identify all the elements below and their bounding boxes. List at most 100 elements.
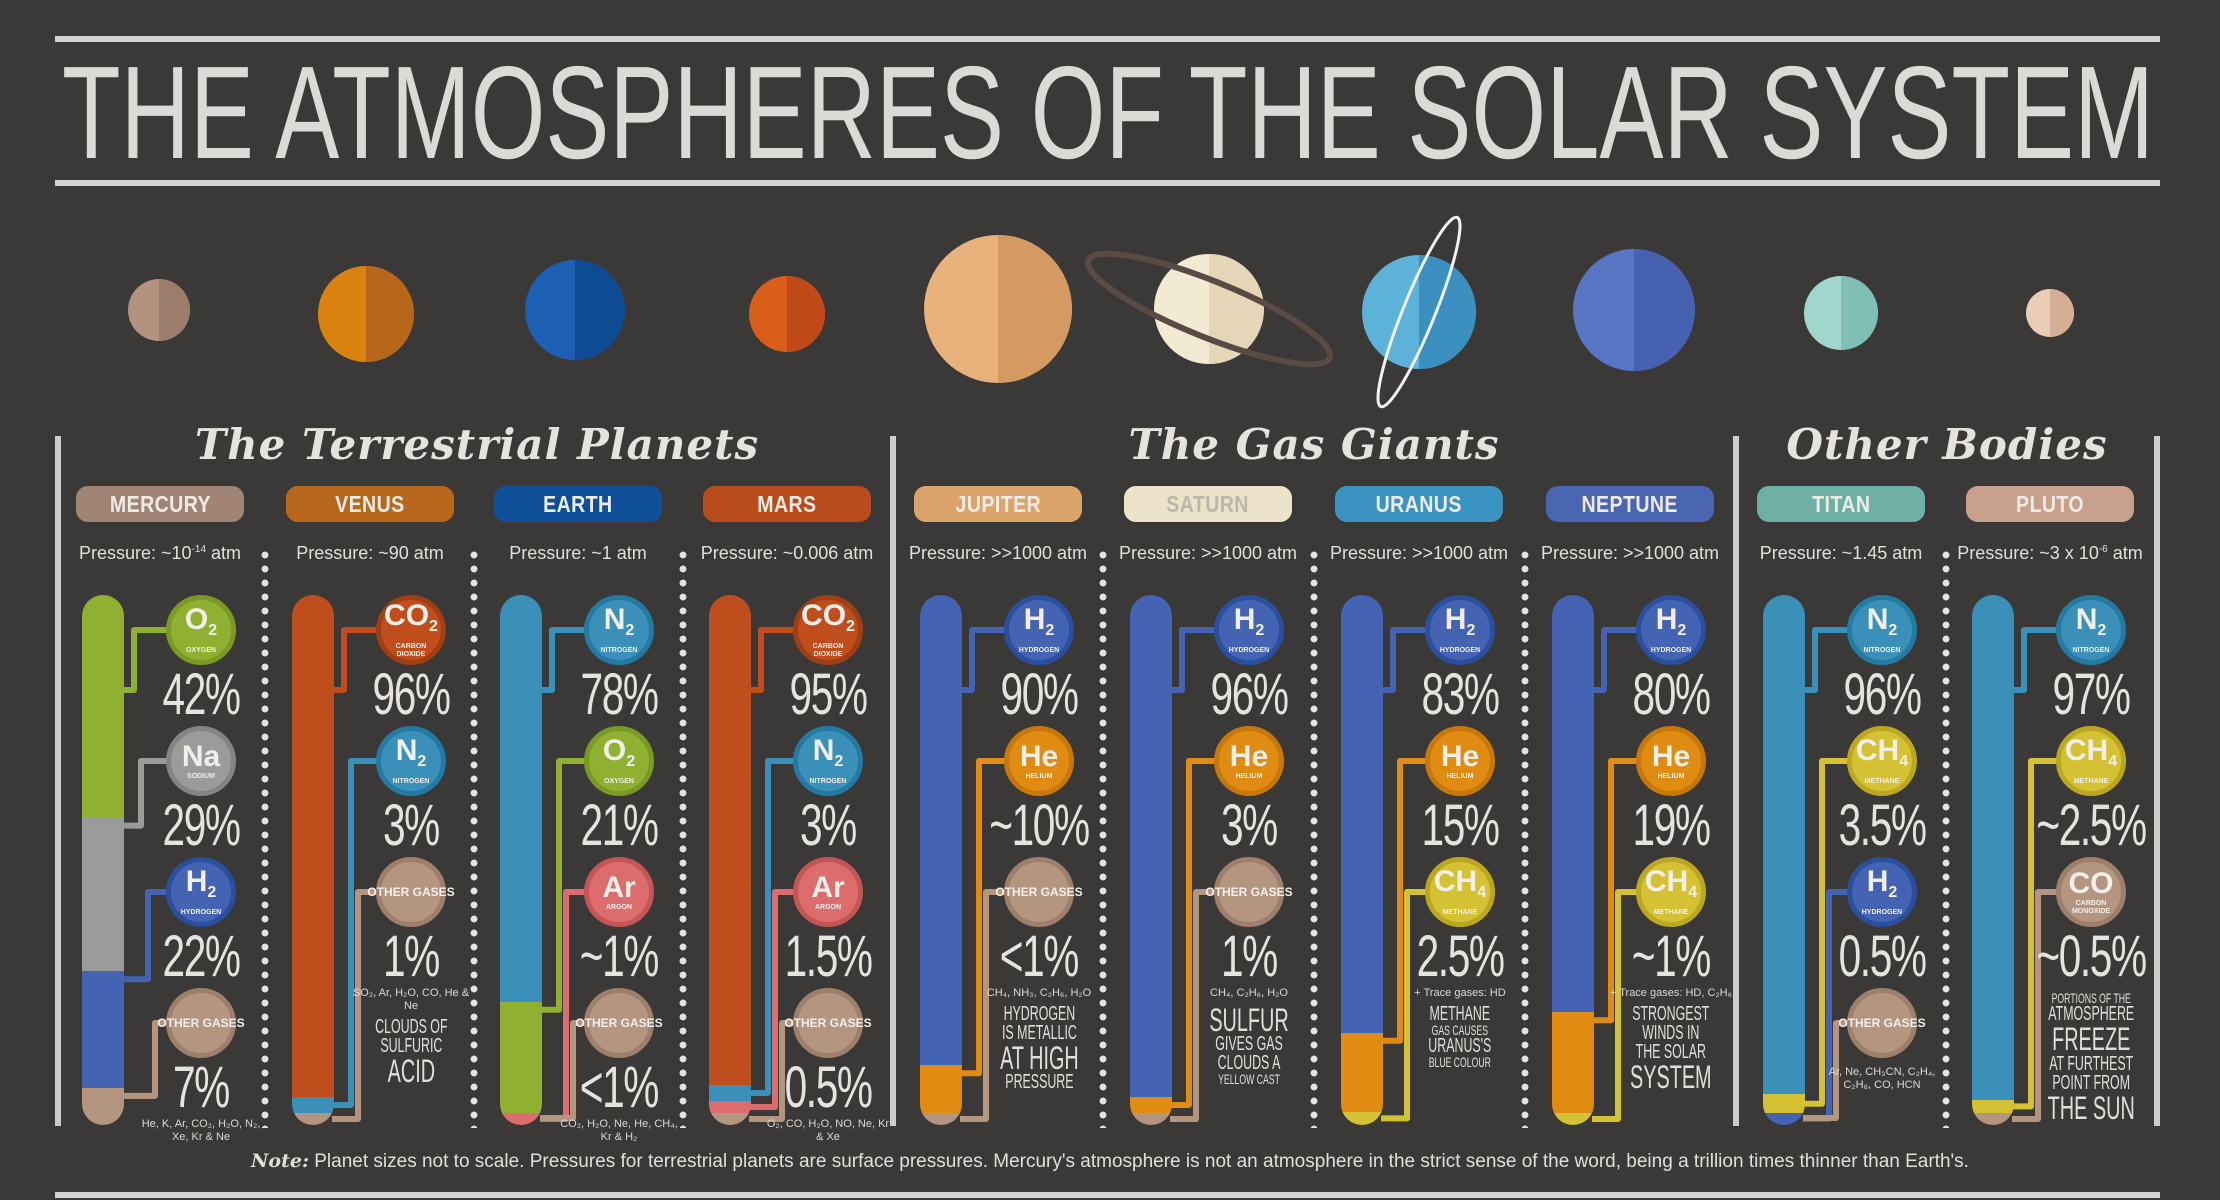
gas-symbol-text: CH	[2064, 734, 2109, 767]
planet-label-saturn: SATURN	[1124, 486, 1292, 522]
planet-row	[128, 215, 2074, 409]
gas-percent: 90%	[1000, 662, 1078, 727]
gas-entry: H2 HYDROGEN 0.5%	[1820, 857, 1944, 987]
caption-line: THE SUN	[2047, 1089, 2135, 1126]
planet-label-text: JUPITER	[955, 490, 1041, 517]
trace-gases: CO₂, H₂O, Ne, He, CH₄, Kr & H₂	[560, 1118, 678, 1143]
gas-symbol-text: He	[1440, 739, 1480, 773]
connector-line	[1381, 889, 1430, 1122]
bar-segment-other	[1130, 1113, 1172, 1125]
fact-caption: STRONGEST WINDS IN THE SOLAR SYSTEM	[1605, 1003, 1737, 1095]
fact-caption: CLOUDS OF SULFURIC ACID	[353, 1017, 470, 1087]
trace-gases: + Trace gases: HD, C₂H₆	[1609, 987, 1733, 999]
title-underline	[55, 180, 2160, 186]
pressure-readout: Pressure: >>1000 atm	[1316, 543, 1522, 564]
gas-symbol-text: Na	[181, 739, 221, 773]
gas-symbol-text: N	[812, 734, 835, 767]
gas-symbol-text: OTHER GASES	[1838, 1016, 1926, 1030]
planet-label-text: PLUTO	[2015, 490, 2085, 517]
planet-label-text: VENUS	[335, 490, 405, 517]
gas-percent: 29%	[162, 793, 240, 858]
bar-segment-oxygen	[500, 1001, 542, 1114]
section-divider	[1733, 436, 1739, 1126]
gas-name: ARGON	[605, 903, 633, 911]
column-pluto: PLUTO Pressure: ~3 x 10-6 atm N2 NITROGEN 97…	[1945, 0, 2155, 1200]
connector-lines	[332, 627, 381, 1122]
connector-line	[1592, 627, 1641, 693]
gas-bubble: He HELIUM	[1213, 726, 1284, 796]
bar-segment-other	[292, 1113, 334, 1125]
gas-percent: 1%	[1221, 924, 1278, 989]
planet-uranus	[1362, 215, 1476, 409]
pressure-prefix: Pressure: ~10	[78, 543, 192, 563]
trace-gases: CH₄, C₂H₆, H₂O	[1210, 987, 1288, 999]
gas-subscript: 2	[1888, 622, 1898, 639]
gas-entry: OTHER GASES <1% CO₂, H₂O, Ne, He, CH₄, Kr …	[554, 988, 684, 1144]
composition-bar	[709, 595, 751, 1125]
column-separator	[261, 548, 269, 1128]
caption-line: PRESSURE	[1004, 1071, 1074, 1094]
gas-percent: 0.5%	[1838, 924, 1927, 989]
gas-bubble: H2 HYDROGEN	[166, 857, 236, 927]
note-label: Note:	[251, 1150, 309, 1172]
caption-line: STRONGEST	[1632, 1003, 1710, 1025]
gas-list: N2 NITROGEN 78% O2 OXYGEN 21% Ar ARGON ~1% OTHER …	[554, 595, 684, 1145]
gas-symbol: N2	[604, 605, 635, 646]
connector-lines	[749, 627, 798, 1122]
gas-subscript: 2	[2097, 622, 2107, 639]
caption-line: CLOUDS A	[1217, 1052, 1281, 1075]
gas-bubble: CO2 CARBON DIOXIDE	[793, 595, 863, 665]
pressure-prefix: Pressure: ~0.006 atm	[700, 543, 874, 563]
gas-name: NITROGEN	[1863, 647, 1901, 654]
gas-symbol-text: H	[1444, 603, 1467, 636]
planet-label-venus: VENUS	[286, 486, 454, 522]
planet-label-text: TITAN	[1811, 490, 1871, 517]
composition-bar	[1130, 595, 1172, 1125]
gas-entry: N2 NITROGEN 3%	[788, 726, 868, 856]
gas-percent: 1.5%	[784, 924, 873, 989]
gas-symbol: OTHER GASES	[995, 885, 1082, 899]
connector-line	[540, 627, 589, 693]
column-saturn: SATURN Pressure: >>1000 atm H2 HYDROGEN 96% H…	[1103, 0, 1313, 1200]
gas-name: NITROGEN	[809, 778, 847, 785]
gas-symbol-text: H	[1023, 603, 1046, 636]
gas-symbol: H2	[1867, 867, 1898, 908]
gas-symbol-text: CO	[2068, 866, 2114, 900]
gas-symbol-text: OTHER GASES	[784, 1016, 872, 1030]
gas-bubble: N2 NITROGEN	[2056, 595, 2126, 665]
bar-segment-nitrogen	[500, 595, 542, 1003]
gas-name: NITROGEN	[2072, 647, 2110, 654]
caption-line: SYSTEM	[1630, 1059, 1712, 1095]
gas-symbol-text: H	[1655, 603, 1678, 636]
caption-line: HYDROGEN	[1003, 1003, 1075, 1025]
gas-name: METHANE	[2073, 778, 2109, 785]
gas-name: OXYGEN	[604, 778, 634, 785]
gas-symbol: N2	[396, 736, 427, 777]
gas-symbol-text: OTHER GASES	[995, 885, 1083, 899]
caption-line: PORTIONS OF THE	[2051, 990, 2131, 1006]
gas-bubble: N2 NITROGEN	[375, 726, 446, 796]
gas-symbol: N2	[1867, 605, 1898, 646]
bar-segment-helium	[1341, 1032, 1383, 1113]
gas-percent: ~0.5%	[2036, 924, 2147, 989]
section-divider	[2154, 436, 2160, 1126]
gas-percent: ~10%	[989, 793, 1090, 858]
composition-bar	[292, 595, 334, 1125]
connector-lines	[960, 627, 1009, 1122]
gas-percent: 96%	[372, 662, 450, 727]
gas-bubble: OTHER GASES	[784, 988, 872, 1058]
gas-bubble: H2 HYDROGEN	[1846, 857, 1917, 927]
bar-segment-carbon-dioxide	[292, 595, 334, 1099]
gas-subscript: 2	[834, 753, 844, 770]
gas-bubble: H2 HYDROGEN	[1214, 595, 1284, 665]
caption-line: URANUS'S	[1428, 1035, 1492, 1058]
gas-symbol-text: CH	[1433, 865, 1478, 898]
gas-subscript: 2	[417, 753, 427, 770]
gas-symbol-text: CO	[384, 599, 430, 632]
gas-symbol: N2	[813, 736, 844, 777]
gas-bubble: CO2 CARBON DIOXIDE	[376, 595, 446, 665]
gas-subscript: 2	[626, 753, 636, 770]
gas-symbol: CH4	[1434, 867, 1486, 908]
planet-label-jupiter: JUPITER	[914, 486, 1082, 522]
gas-percent: 96%	[1843, 662, 1921, 727]
